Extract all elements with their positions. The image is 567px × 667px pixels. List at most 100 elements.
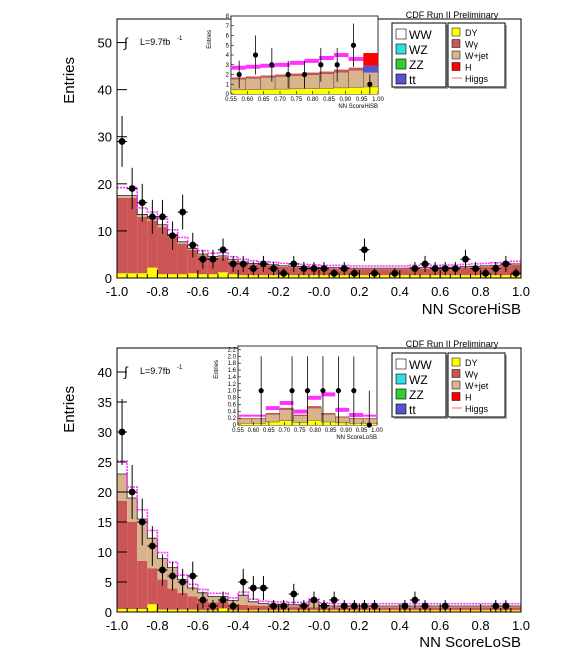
inset-bar-dy-6 bbox=[321, 421, 336, 425]
inset-y-tick-label-5: 1.0 bbox=[228, 389, 237, 395]
legend-swatch-r-0 bbox=[451, 27, 461, 37]
inset-bar-wg-7 bbox=[335, 416, 350, 418]
legend-swatch-r-2 bbox=[451, 380, 461, 390]
bar-w-31 bbox=[430, 607, 441, 611]
inset-bar-wjet-3 bbox=[279, 409, 294, 421]
data-point-7 bbox=[189, 241, 197, 249]
bar-dy-19 bbox=[308, 610, 319, 612]
panel-bottom: -1.0 -0.8 -0.6 -0.4 -0.2 -0.0 0.2 0.4 0.6 0.8 1.00… bbox=[61, 339, 530, 651]
inset-tt-bar bbox=[363, 65, 378, 73]
legend-swatch-r-3 bbox=[451, 392, 461, 401]
inset-x-tick-label-1: 0.60 bbox=[248, 428, 260, 434]
integral-sign: ∫ bbox=[123, 35, 129, 50]
y-tick-label-0: 0 bbox=[105, 605, 112, 620]
inset-bar-wg-1 bbox=[245, 76, 261, 79]
x-tick-label-1: -0.8 bbox=[146, 284, 168, 299]
bar-w+jet-36 bbox=[480, 606, 491, 608]
inset-bar-dy-8 bbox=[348, 87, 364, 94]
bar-w-27 bbox=[389, 607, 400, 611]
x-tick-label-10: 1.0 bbox=[512, 618, 530, 633]
x-tick-label-2: -0.6 bbox=[187, 284, 209, 299]
stack-outline bbox=[116, 195, 522, 278]
inset-signal-2 bbox=[260, 63, 276, 68]
bar-w-2 bbox=[137, 216, 148, 274]
inset-data-point-3 bbox=[320, 388, 326, 394]
inset-plot: 0.55 0.60 0.65 0.70 0.75 0.80 0.85 0.90 0.95 1.00… bbox=[214, 345, 383, 441]
data-point-15 bbox=[270, 265, 277, 272]
bar-dy-26 bbox=[379, 275, 390, 278]
inset-y-tick-label-11: 2.2 bbox=[228, 347, 237, 353]
data-point-8 bbox=[199, 255, 207, 263]
data-point-19 bbox=[310, 596, 318, 604]
inset-bar-wg-8 bbox=[348, 67, 364, 71]
inset-x-tick-label-5: 0.80 bbox=[309, 428, 321, 434]
data-point-4 bbox=[159, 213, 166, 221]
data-point-22 bbox=[340, 265, 348, 272]
panel-top: -1.0 -0.8 -0.6 -0.4 -0.2 -0.0 0.2 0.4 0.6 0.8 1.00… bbox=[61, 10, 530, 318]
legend-label-WW: WW bbox=[409, 358, 432, 372]
legend-swatch-r-0 bbox=[451, 357, 461, 367]
bar-dy-22 bbox=[339, 275, 350, 278]
x-tick-label-5: -0.0 bbox=[308, 284, 330, 299]
bar-w+jet-39 bbox=[510, 606, 521, 608]
inset-bar-wg-6 bbox=[319, 71, 334, 74]
legend-label-r-4: Higgs bbox=[465, 404, 489, 414]
cdf-label: CDF Run II Preliminary bbox=[406, 10, 499, 20]
y-tick-label-4: 20 bbox=[98, 485, 112, 500]
legend-swatch-r-2 bbox=[451, 50, 461, 60]
bar-w-6 bbox=[177, 243, 188, 275]
legend-label-r-2: W+jet bbox=[465, 381, 489, 391]
y-tick-label-7: 35 bbox=[98, 395, 112, 410]
bar-dy-10 bbox=[218, 608, 229, 612]
bar-dy-2 bbox=[137, 609, 148, 612]
inset-data-point-4 bbox=[335, 388, 341, 394]
y-tick-label-3: 30 bbox=[98, 130, 112, 145]
y-tick-label-1: 10 bbox=[98, 224, 112, 239]
inset-signal-7 bbox=[333, 53, 349, 58]
x-tick-label-8: 0.6 bbox=[431, 284, 449, 299]
x-tick-label-10: 1.0 bbox=[512, 284, 530, 299]
data-point-25 bbox=[371, 602, 378, 610]
inset-data-point-1 bbox=[289, 388, 295, 394]
data-point-10 bbox=[219, 596, 227, 604]
y-tick-label-8: 40 bbox=[98, 365, 112, 380]
lumi-label: L=9.7fb bbox=[140, 366, 170, 376]
data-point-34 bbox=[482, 269, 490, 277]
data-point-19 bbox=[310, 265, 318, 272]
inset-bar-wjet-5 bbox=[304, 74, 320, 89]
data-point-5 bbox=[169, 572, 176, 580]
inset-bar-wg-3 bbox=[275, 74, 290, 77]
bar-w+jet-33 bbox=[450, 606, 461, 608]
bar-dy-1 bbox=[127, 273, 138, 278]
legend-label-WZ: WZ bbox=[409, 43, 428, 57]
inset-bar-dy-0 bbox=[231, 89, 246, 94]
bar-w-17 bbox=[288, 606, 299, 611]
inset-signal-6 bbox=[319, 55, 334, 60]
inset-bar-dy-4 bbox=[289, 88, 305, 94]
bar-w+jet-14 bbox=[258, 603, 269, 606]
inset-bar-wg-0 bbox=[231, 77, 246, 80]
legend-label-r-1: Wγ bbox=[465, 370, 478, 380]
x-axis-title: NN ScoreHiSB bbox=[422, 301, 521, 318]
data-point-35 bbox=[492, 265, 500, 272]
data-point-22 bbox=[340, 602, 348, 610]
inset-x-tick-label-0: 0.55 bbox=[232, 428, 244, 434]
inset-bar-wjet-6 bbox=[321, 413, 336, 423]
data-point-10 bbox=[219, 246, 227, 254]
x-tick-label-0: -1.0 bbox=[106, 284, 128, 299]
y-tick-label-6: 30 bbox=[98, 425, 112, 440]
inset-x-tick-label-6: 0.85 bbox=[325, 428, 337, 434]
inset-y-tick-label-5: 5 bbox=[226, 43, 230, 49]
bar-w-12 bbox=[238, 604, 249, 611]
inset-y-tick-label-4: 0.8 bbox=[228, 396, 237, 402]
inset-y-tick-label-0: 0 bbox=[233, 423, 237, 429]
inset-bar-wjet-4 bbox=[289, 75, 305, 90]
data-point-13 bbox=[249, 584, 257, 592]
x-axis-title: NN ScoreLoSB bbox=[419, 634, 521, 651]
inset-bar-wg-2 bbox=[265, 412, 280, 415]
data-point-29 bbox=[441, 602, 449, 610]
x-tick-label-9: 0.8 bbox=[472, 618, 490, 633]
bar-dy-34 bbox=[460, 610, 471, 612]
bar-w+jet-36 bbox=[480, 265, 491, 267]
inset-bar-dy-1 bbox=[245, 89, 261, 94]
